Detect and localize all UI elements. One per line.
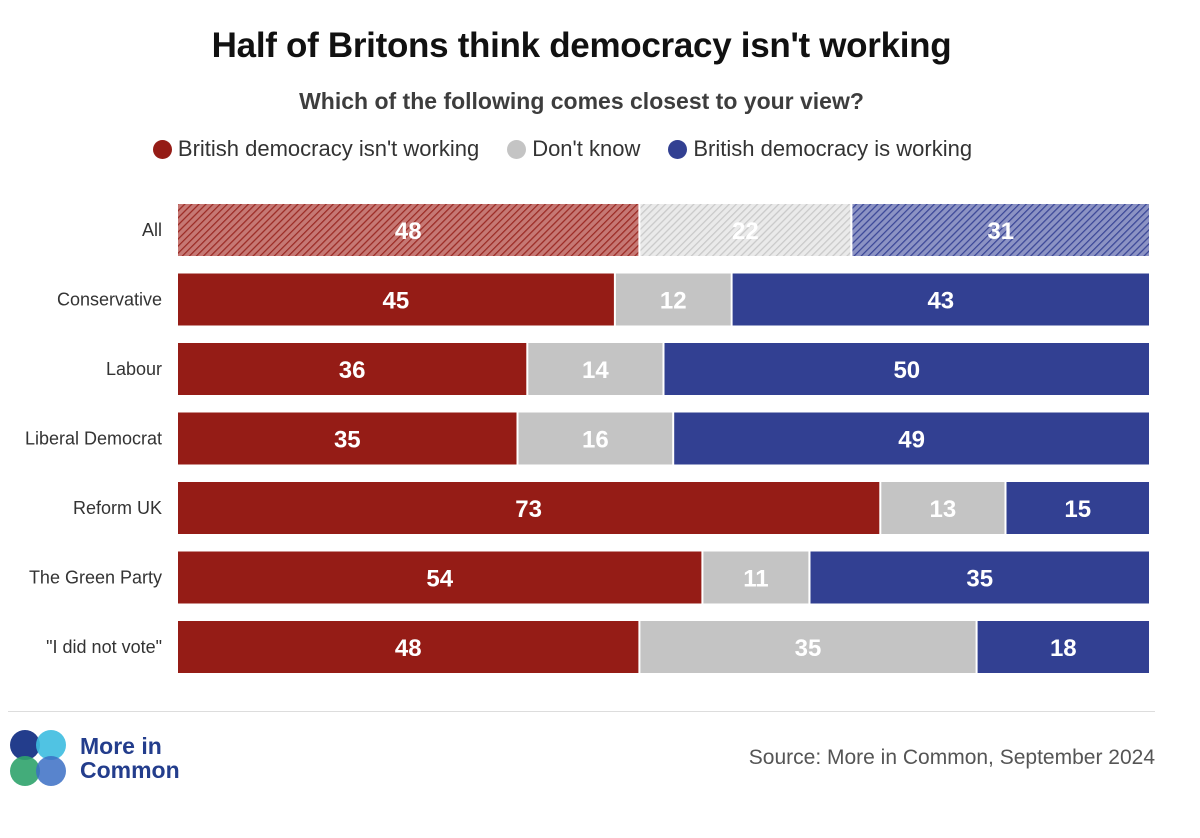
data-label-not-working: 73 (515, 496, 542, 523)
category-label: Reform UK (73, 498, 162, 518)
data-label-dont-know: 11 (743, 566, 768, 593)
data-label-dont-know: 16 (582, 427, 609, 454)
data-label-not-working: 54 (426, 566, 453, 593)
bar-not-working (178, 412, 517, 465)
logo-icon (10, 730, 66, 786)
bar-not-working (178, 621, 639, 673)
legend-swatch-not-working (152, 139, 172, 159)
bar-dont-know (615, 273, 731, 326)
bar-dont-know (518, 412, 673, 465)
bar-not-working (178, 204, 639, 256)
stacked-bar-chart: All 48 22 31 Conservative 45 12 43 Labour 36 14 50 L… (25, 204, 1149, 673)
data-label-working: 35 (966, 566, 993, 593)
footer-divider (8, 711, 1155, 712)
legend-label-not-working: British democracy isn't working (177, 136, 480, 161)
bar-working (810, 551, 1149, 604)
bar-not-working (178, 343, 527, 395)
bar-dont-know (528, 343, 663, 395)
data-label-working: 50 (893, 357, 920, 384)
bar-dont-know (703, 551, 809, 604)
legend-label-dont-know: Don't know (532, 136, 641, 161)
logo-line-1: More in (80, 733, 162, 759)
legend-item-dont-know: Don't know (507, 136, 640, 162)
bar-dont-know (640, 621, 976, 673)
data-label-dont-know: 22 (732, 218, 759, 245)
logo-line-2: Common (80, 757, 180, 783)
data-label-working: 18 (1050, 635, 1077, 662)
data-label-not-working: 36 (339, 357, 366, 384)
legend-swatch-dont-know (507, 139, 527, 159)
bar-not-working (178, 273, 614, 326)
data-label-not-working: 45 (383, 288, 410, 315)
data-label-not-working: 35 (334, 427, 361, 454)
bar-working (977, 621, 1149, 673)
bar-working (852, 204, 1149, 256)
category-label: Labour (106, 359, 162, 379)
data-label-working: 43 (927, 288, 954, 315)
more-in-common-logo: More in Common (8, 728, 180, 788)
source-note: Source: More in Common, September 2024 (748, 746, 1155, 769)
bar-working (664, 343, 1149, 395)
chart-legend: British democracy isn't working Don't kn… (0, 136, 1125, 162)
bar-dont-know (640, 204, 851, 256)
data-label-working: 49 (898, 427, 925, 454)
category-label: "I did not vote" (46, 637, 162, 657)
data-label-working: 31 (987, 218, 1014, 245)
data-label-not-working: 48 (395, 635, 422, 662)
logo-text: More in Common (80, 734, 180, 782)
chart-title: Half of Britons think democracy isn't wo… (211, 26, 952, 65)
category-label: The Green Party (29, 568, 162, 588)
category-label: All (142, 220, 162, 240)
bar-working (674, 412, 1149, 465)
legend-item-working: British democracy is working (668, 136, 972, 162)
bar-working (1006, 482, 1149, 534)
bar-working (732, 273, 1149, 326)
bar-dont-know (881, 482, 1005, 534)
data-label-not-working: 48 (395, 218, 422, 245)
category-label: Conservative (57, 290, 162, 310)
data-label-working: 15 (1064, 496, 1091, 523)
data-label-dont-know: 35 (795, 635, 822, 662)
data-label-dont-know: 12 (660, 288, 687, 315)
legend-item-not-working: British democracy isn't working (152, 136, 480, 162)
category-label: Liberal Democrat (25, 429, 162, 449)
legend-swatch-working (668, 139, 688, 159)
chart-subtitle: Which of the following comes closest to … (299, 88, 864, 114)
data-label-dont-know: 13 (930, 496, 957, 523)
legend-label-working: British democracy is working (693, 136, 973, 161)
data-label-dont-know: 14 (582, 357, 609, 384)
bar-not-working (178, 551, 702, 604)
bar-not-working (178, 482, 880, 534)
